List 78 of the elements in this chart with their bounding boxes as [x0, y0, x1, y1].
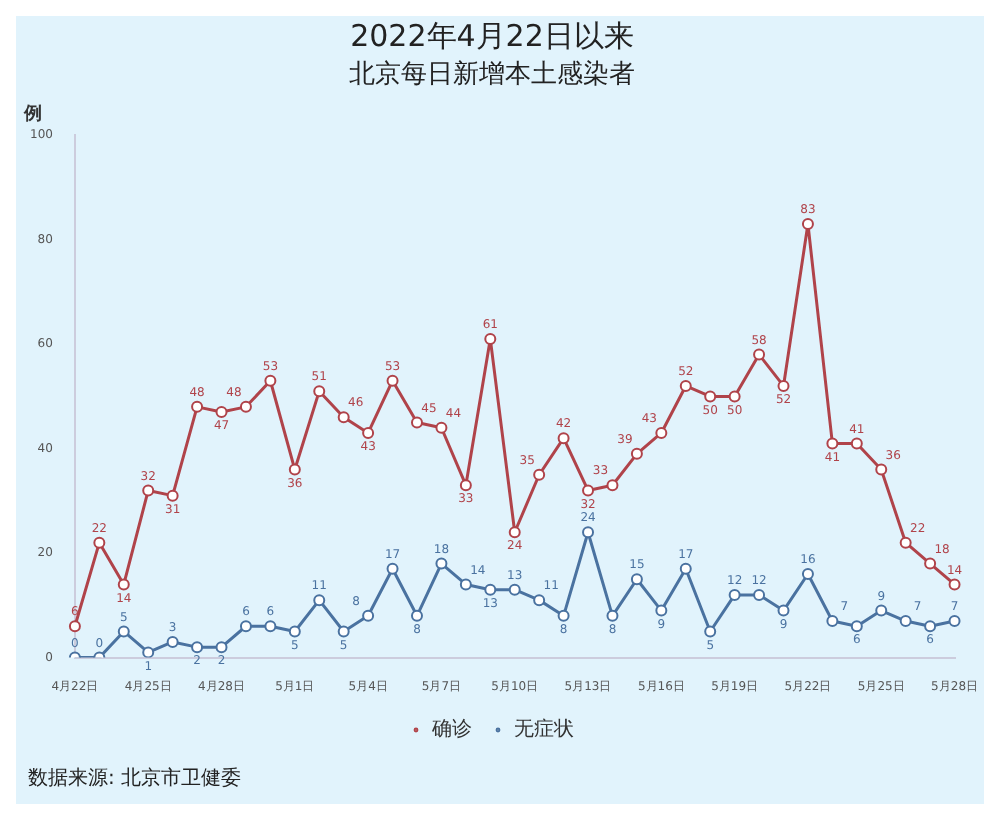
point — [533, 594, 546, 607]
point — [924, 620, 937, 633]
point — [288, 463, 301, 476]
point — [239, 400, 252, 413]
point — [801, 568, 814, 581]
legend-label: 确诊 — [430, 717, 472, 742]
point — [313, 594, 326, 607]
point — [850, 620, 863, 633]
point — [753, 348, 766, 361]
point — [313, 385, 326, 398]
point — [728, 588, 741, 601]
point — [582, 484, 595, 497]
point — [899, 536, 912, 549]
point — [337, 411, 350, 424]
point — [386, 374, 399, 387]
point — [630, 447, 643, 460]
point — [288, 625, 301, 638]
point — [117, 578, 130, 591]
point — [337, 625, 350, 638]
point — [166, 489, 179, 502]
point — [777, 379, 790, 392]
point — [777, 604, 790, 617]
point — [728, 390, 741, 403]
point — [142, 646, 155, 658]
point — [801, 218, 814, 231]
point — [191, 641, 204, 654]
point — [826, 437, 839, 450]
point — [655, 604, 668, 617]
point — [533, 468, 546, 481]
point — [191, 400, 204, 413]
point — [679, 379, 692, 392]
point — [948, 578, 961, 591]
point — [166, 635, 179, 648]
point — [215, 641, 228, 654]
point — [142, 484, 155, 497]
point — [606, 609, 619, 622]
point — [93, 536, 106, 549]
point — [117, 625, 130, 638]
point — [850, 437, 863, 450]
point — [655, 426, 668, 439]
point — [484, 583, 497, 596]
point — [704, 390, 717, 403]
point — [557, 432, 570, 445]
point — [215, 406, 228, 419]
point — [630, 573, 643, 586]
point — [704, 625, 717, 638]
point — [459, 479, 472, 492]
point — [484, 332, 497, 345]
point — [264, 620, 277, 633]
point — [948, 615, 961, 628]
point — [362, 426, 375, 439]
chart-subtitle: 北京每日新增本土感染者 — [349, 60, 635, 91]
point — [606, 479, 619, 492]
source-note: 数据来源: 北京市卫健委 — [26, 765, 244, 794]
point — [924, 557, 937, 570]
point — [410, 609, 423, 622]
y-axis-title: 例 — [22, 102, 42, 125]
point — [826, 615, 839, 628]
point — [508, 526, 521, 539]
point — [753, 588, 766, 601]
point — [875, 604, 888, 617]
point — [557, 609, 570, 622]
point — [386, 562, 399, 575]
point — [875, 463, 888, 476]
point — [582, 526, 595, 539]
point — [362, 609, 375, 622]
point — [679, 562, 692, 575]
chart-title: 2022年4月22日以来 — [350, 17, 634, 54]
point — [899, 615, 912, 628]
point — [68, 620, 81, 633]
point — [459, 578, 472, 591]
point — [239, 620, 252, 633]
point — [435, 557, 448, 570]
point — [264, 374, 277, 387]
point — [435, 421, 448, 434]
point — [410, 416, 423, 429]
point — [508, 583, 521, 596]
legend-label: 无症状 — [514, 717, 574, 742]
